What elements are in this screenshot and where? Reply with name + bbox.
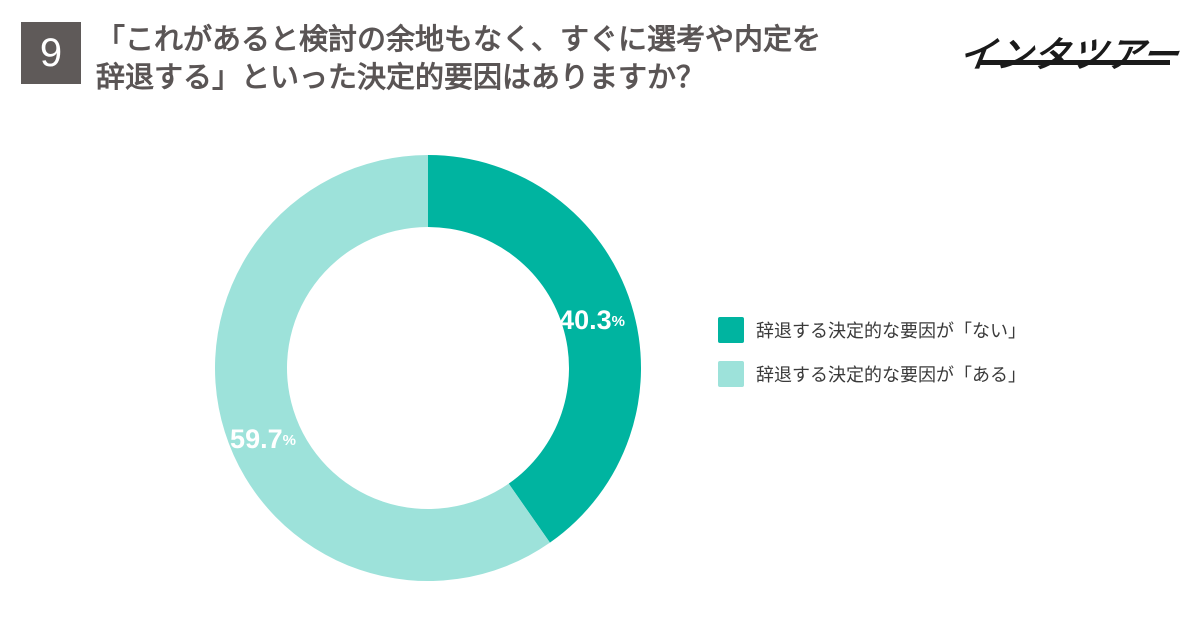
slice-none-value-label: 40.3%: [559, 305, 625, 335]
slice-some-value-label: 59.7%: [230, 424, 296, 454]
brand-logo-underline: [980, 60, 1170, 65]
donut-slices: [214, 155, 641, 581]
question-number-badge: 9: [21, 22, 81, 84]
question-title-line-2: 辞退する」といった決定的要因はありますか？: [96, 60, 706, 94]
donut-labels: 40.3% 59.7%: [230, 305, 625, 454]
slice-some: [214, 155, 550, 581]
question-title: 「これがあると検討の余地もなく、すぐに選考や内定を 辞退する」といった決定的要因…: [96, 20, 876, 96]
legend-swatch-some: [718, 361, 744, 387]
legend-label-some: 辞退する決定的な要因が「ある」: [756, 365, 1026, 386]
chart-legend: 辞退する決定的な要因が「ない」 辞退する決定的な要因が「ある」: [718, 316, 1026, 404]
legend-label-none: 辞退する決定的な要因が「ない」: [756, 321, 1026, 342]
legend-item-some: 辞退する決定的な要因が「ある」: [718, 360, 1026, 388]
slice-none: [428, 155, 641, 543]
legend-swatch-none: [718, 317, 744, 343]
legend-item-none: 辞退する決定的な要因が「ない」: [718, 316, 1026, 344]
question-title-line-1: 「これがあると検討の余地もなく、すぐに選考や内定を: [96, 22, 822, 56]
